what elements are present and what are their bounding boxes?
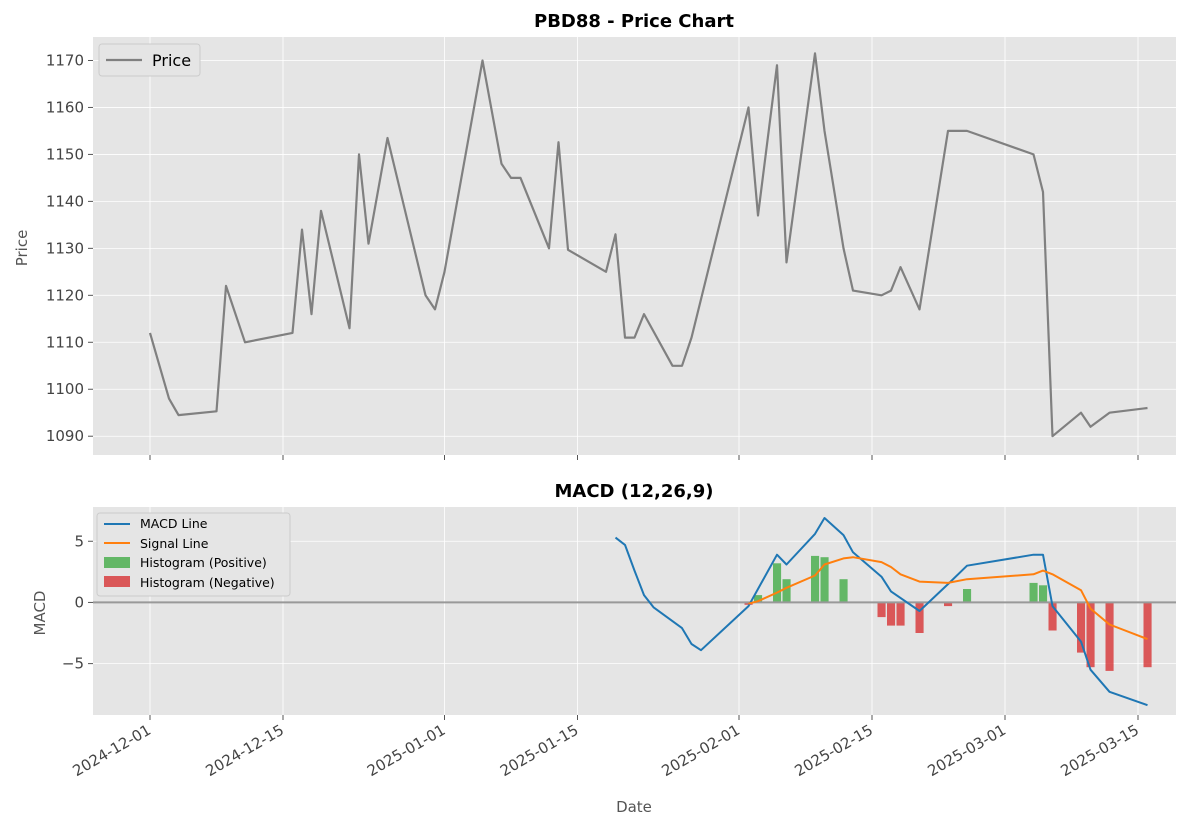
histogram-negative-bar — [944, 602, 953, 607]
histogram-negative-bar — [877, 602, 886, 618]
macd-y-tick-label: 5 — [74, 532, 84, 550]
x-tick-label: 2025-02-15 — [791, 721, 876, 780]
price-chart-title: PBD88 - Price Chart — [534, 11, 734, 32]
hist-negative-legend-label: Histogram (Negative) — [140, 575, 275, 590]
price-y-tick-label: 1130 — [46, 239, 84, 257]
price-y-tick-label: 1100 — [46, 380, 84, 398]
hist-positive-legend-swatch — [104, 557, 130, 568]
histogram-positive-bar — [782, 579, 791, 603]
histogram-positive-bar — [1029, 582, 1038, 603]
histogram-negative-bar — [887, 602, 896, 626]
histogram-positive-bar — [754, 595, 763, 603]
signal-line — [748, 556, 1148, 641]
price-line — [148, 52, 1148, 438]
price-chart: PBD88 - Price Chart 1090 1100 1110 1120 1130… — [13, 11, 1176, 460]
price-legend-label: Price — [152, 51, 191, 70]
histogram-negative-bar — [1143, 602, 1152, 668]
macd-chart-title: MACD (12,26,9) — [554, 481, 713, 502]
price-y-tick-label: 1160 — [46, 98, 84, 116]
signal-line-legend-label: Signal Line — [140, 536, 209, 551]
histogram-positive-bar — [811, 555, 820, 603]
macd-chart: MACD (12,26,9) −5 0 5 2024-12-01 2024-12-15… — [31, 481, 1176, 816]
histogram-negative-bar — [1077, 602, 1086, 653]
histogram-positive-bar — [773, 563, 782, 603]
hist-negative-legend-swatch — [104, 576, 130, 587]
x-tick-label: 2025-02-01 — [658, 721, 743, 780]
x-tick-label: 2024-12-15 — [202, 721, 287, 780]
histogram-positive-bar — [963, 589, 972, 603]
macd-legend: MACD Line Signal Line Histogram (Positiv… — [96, 512, 291, 597]
histogram-negative-bar — [896, 602, 905, 626]
histogram-negative-bar — [915, 602, 924, 633]
macd-legend-box — [96, 512, 291, 597]
histogram-positive-bar — [1039, 585, 1048, 603]
x-tick-label: 2025-01-01 — [364, 721, 449, 780]
macd-y-tick-label: 0 — [74, 593, 84, 611]
price-y-tick-label: 1090 — [46, 427, 84, 445]
macd-line — [614, 517, 1148, 707]
price-y-axis-label: Price — [13, 230, 31, 267]
x-tick-label: 2025-01-15 — [497, 721, 582, 780]
x-tick-label: 2025-03-01 — [924, 721, 1009, 780]
price-legend: Price — [98, 43, 201, 77]
histogram-negative-bar — [1105, 602, 1114, 671]
price-y-tick-label: 1120 — [46, 286, 84, 304]
histogram-negative-bar — [1048, 602, 1057, 631]
price-y-tick-label: 1150 — [46, 145, 84, 163]
price-y-tick-label: 1170 — [46, 51, 84, 69]
macd-line-legend-label: MACD Line — [140, 516, 208, 531]
x-tick-label: 2024-12-01 — [69, 721, 154, 780]
x-axis-label: Date — [616, 798, 652, 816]
histogram-positive-bar — [820, 557, 829, 603]
macd-y-tick-label: −5 — [62, 655, 84, 673]
price-plot-area — [93, 37, 1176, 455]
histogram-negative-bar — [1086, 602, 1095, 668]
x-tick-label: 2025-03-15 — [1057, 721, 1142, 780]
price-y-tick-label: 1140 — [46, 192, 84, 210]
macd-y-axis-label: MACD — [31, 591, 49, 636]
histogram-positive-bar — [839, 579, 848, 603]
price-y-tick-label: 1110 — [46, 333, 84, 351]
price-legend-box — [98, 43, 201, 77]
hist-positive-legend-label: Histogram (Positive) — [140, 555, 267, 570]
